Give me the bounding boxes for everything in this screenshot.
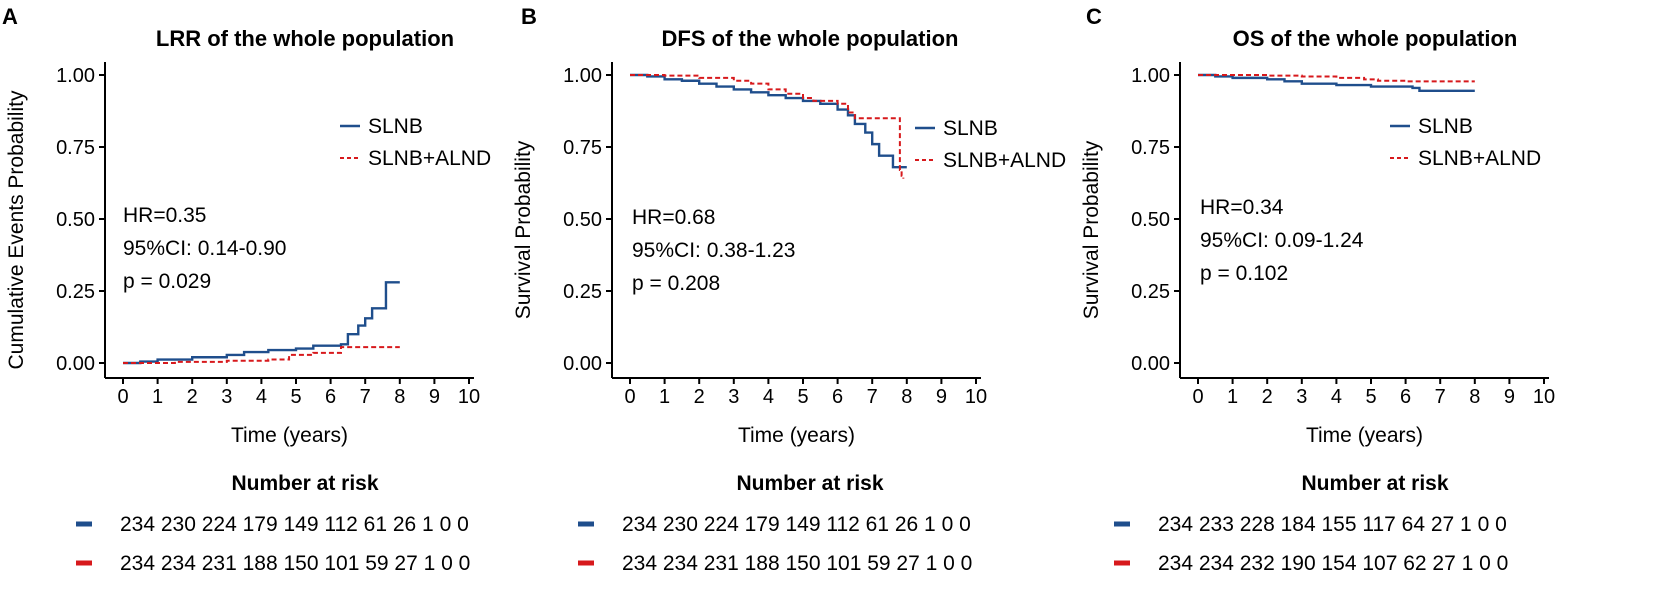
y-axis-label: Survival Probability: [512, 140, 535, 319]
risk-table-title: Number at risk: [736, 472, 883, 495]
y-axis-label: Cumulative Events Probability: [5, 90, 28, 369]
p-value-text: p = 0.208: [632, 272, 720, 295]
x-tick-label: 9: [936, 386, 947, 408]
chart-title: OS of the whole population: [1233, 26, 1518, 51]
x-tick-label: 2: [694, 386, 705, 408]
risk-row-slnb: 234 233 228 184 155 117 64 27 1 0 0: [1158, 513, 1507, 536]
x-tick-label: 8: [1469, 386, 1480, 408]
y-tick-label: 0.75: [56, 137, 95, 159]
x-tick-label: 0: [1192, 386, 1203, 408]
x-tick-label: 8: [901, 386, 912, 408]
series-line-slnb: [630, 73, 907, 169]
legend-label-slnb-alnd: SLNB+ALND: [1418, 147, 1541, 170]
chart-title: DFS of the whole population: [662, 26, 959, 51]
series-line-slnb-alnd: [630, 74, 905, 179]
legend-label-slnb: SLNB: [368, 115, 423, 138]
series-line-slnb-alnd: [123, 346, 400, 364]
y-tick-label: 1.00: [1131, 65, 1170, 87]
y-tick-label: 0.00: [563, 353, 602, 375]
p-value-text: p = 0.102: [1200, 262, 1288, 285]
hazard-ratio-text: HR=0.34: [1200, 196, 1284, 219]
x-tick-label: 4: [1331, 386, 1342, 408]
panel-a: A LRR of the whole population 0.00 0.25 0.50…: [2, 4, 491, 575]
y-tick-label: 0.25: [563, 281, 602, 303]
x-tick-label: 3: [1296, 386, 1307, 408]
x-tick-label: 8: [394, 386, 405, 408]
x-tick-label: 5: [290, 386, 301, 408]
y-tick-label: 0.00: [1131, 353, 1170, 375]
panel-letter: C: [1086, 4, 1102, 29]
x-axis-label: Time (years): [738, 424, 855, 447]
y-tick-label: 0.75: [563, 137, 602, 159]
legend-label-slnb-alnd: SLNB+ALND: [368, 147, 491, 170]
x-tick-label: 7: [867, 386, 878, 408]
p-value-text: p = 0.029: [123, 270, 211, 293]
panel-b: B DFS of the whole population 0.00 0.25 0.50…: [512, 4, 1066, 575]
series-line-slnb: [123, 281, 400, 365]
panel-letter: A: [2, 4, 18, 29]
x-tick-label: 7: [1435, 386, 1446, 408]
x-tick-label: 10: [458, 386, 480, 408]
x-tick-label: 6: [832, 386, 843, 408]
x-tick-label: 3: [221, 386, 232, 408]
x-tick-label: 1: [1227, 386, 1238, 408]
y-tick-label: 0.50: [56, 209, 95, 231]
legend-label-slnb: SLNB: [943, 117, 998, 140]
legend-label-slnb: SLNB: [1418, 115, 1473, 138]
y-tick-label: 0.25: [1131, 281, 1170, 303]
x-axis-label: Time (years): [1306, 424, 1423, 447]
x-tick-label: 5: [797, 386, 808, 408]
confidence-interval-text: 95%CI: 0.38-1.23: [632, 239, 795, 262]
chart-title: LRR of the whole population: [156, 26, 454, 51]
x-tick-label: 9: [1504, 386, 1515, 408]
confidence-interval-text: 95%CI: 0.14-0.90: [123, 237, 286, 260]
x-tick-label: 6: [325, 386, 336, 408]
panel-c: C OS of the whole population 0.00 0.25 0.50 0…: [1080, 4, 1555, 575]
legend-label-slnb-alnd: SLNB+ALND: [943, 149, 1066, 172]
y-tick-label: 1.00: [56, 65, 95, 87]
risk-row-slnb-alnd: 234 234 232 190 154 107 62 27 1 0 0: [1158, 552, 1508, 575]
y-tick-label: 0.00: [56, 353, 95, 375]
x-tick-label: 1: [152, 386, 163, 408]
series-line-slnb: [1198, 73, 1475, 93]
x-tick-label: 4: [256, 386, 267, 408]
y-tick-label: 0.50: [1131, 209, 1170, 231]
x-tick-label: 1: [659, 386, 670, 408]
y-tick-label: 0.50: [563, 209, 602, 231]
x-tick-label: 3: [728, 386, 739, 408]
risk-row-slnb: 234 230 224 179 149 112 61 26 1 0 0: [120, 513, 469, 536]
y-tick-label: 0.25: [56, 281, 95, 303]
x-tick-label: 10: [965, 386, 987, 408]
risk-row-slnb-alnd: 234 234 231 188 150 101 59 27 1 0 0: [622, 552, 972, 575]
hazard-ratio-text: HR=0.35: [123, 204, 206, 227]
x-tick-label: 6: [1400, 386, 1411, 408]
risk-table-title: Number at risk: [1301, 472, 1448, 495]
y-tick-label: 1.00: [563, 65, 602, 87]
x-tick-label: 7: [360, 386, 371, 408]
y-tick-label: 0.75: [1131, 137, 1170, 159]
x-tick-label: 0: [117, 386, 128, 408]
x-tick-label: 9: [429, 386, 440, 408]
x-tick-label: 2: [1262, 386, 1273, 408]
panel-letter: B: [521, 4, 537, 29]
confidence-interval-text: 95%CI: 0.09-1.24: [1200, 229, 1364, 252]
x-tick-label: 0: [624, 386, 635, 408]
risk-table-title: Number at risk: [231, 472, 378, 495]
x-tick-label: 5: [1365, 386, 1376, 408]
x-tick-label: 10: [1533, 386, 1555, 408]
y-axis-label: Survival Probability: [1080, 140, 1103, 319]
x-axis-label: Time (years): [231, 424, 348, 447]
x-tick-label: 2: [187, 386, 198, 408]
risk-row-slnb-alnd: 234 234 231 188 150 101 59 27 1 0 0: [120, 552, 470, 575]
hazard-ratio-text: HR=0.68: [632, 206, 715, 229]
risk-row-slnb: 234 230 224 179 149 112 61 26 1 0 0: [622, 513, 971, 536]
series-line-slnb-alnd: [1198, 74, 1475, 83]
x-tick-label: 4: [763, 386, 774, 408]
